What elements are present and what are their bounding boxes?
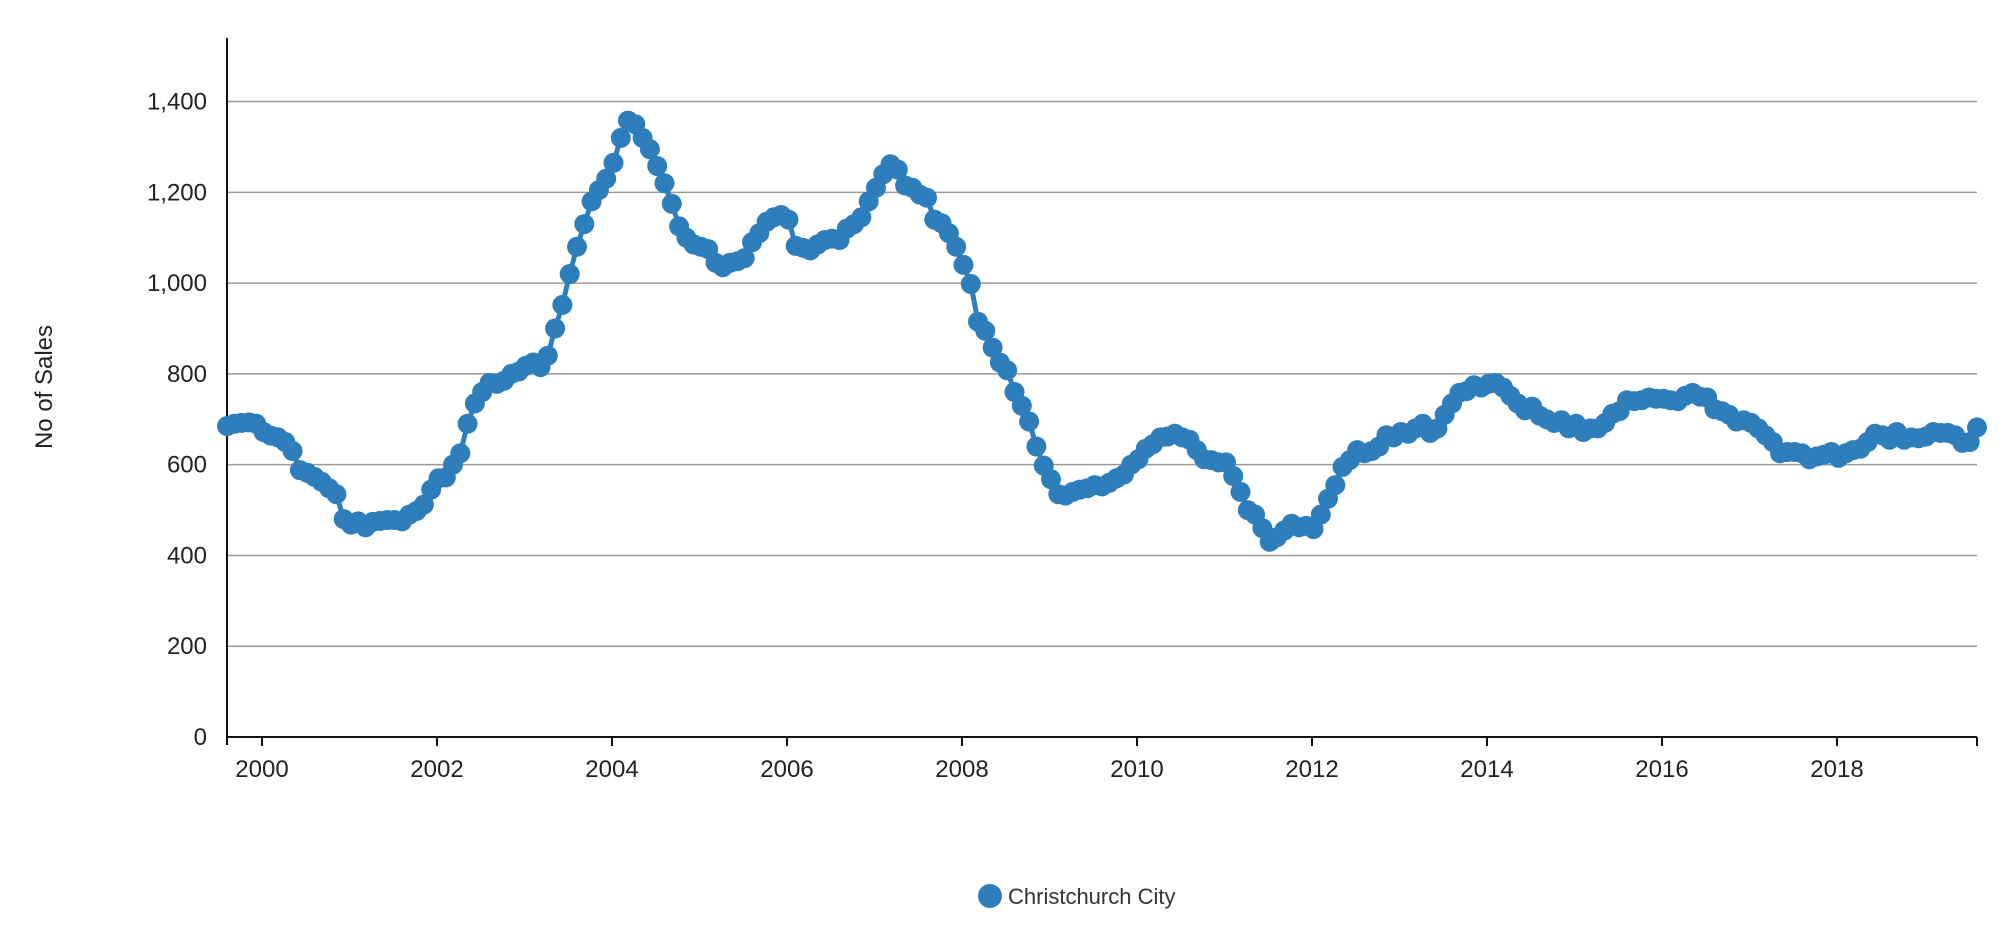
- data-point[interactable]: [654, 173, 675, 194]
- x-tick-label: 2006: [760, 756, 813, 783]
- data-point[interactable]: [1041, 469, 1061, 490]
- data-point[interactable]: [610, 127, 631, 148]
- x-tick-label: 2012: [1285, 756, 1338, 783]
- series-layer: [217, 110, 1987, 552]
- data-point[interactable]: [778, 209, 799, 230]
- data-point[interactable]: [975, 320, 996, 341]
- y-tick-label: 1,200: [147, 179, 207, 206]
- data-point[interactable]: [559, 264, 580, 284]
- data-point[interactable]: [734, 248, 755, 269]
- y-tick-label: 1,000: [147, 270, 207, 297]
- data-point[interactable]: [450, 443, 471, 464]
- data-point[interactable]: [457, 413, 478, 434]
- data-point[interactable]: [1223, 466, 1244, 486]
- x-tick-label: 2018: [1810, 756, 1863, 783]
- y-tick-label: 0: [194, 724, 207, 751]
- data-point[interactable]: [647, 156, 668, 176]
- y-tick-label: 200: [167, 633, 207, 660]
- data-point[interactable]: [851, 207, 872, 228]
- legend[interactable]: Christchurch City: [978, 884, 1175, 909]
- data-point[interactable]: [537, 345, 558, 366]
- data-point[interactable]: [596, 168, 617, 189]
- x-tick-labels: 2000 2002 2004 2006 2008 2010 2012 2014 2016 2018: [235, 737, 1864, 783]
- data-point[interactable]: [1019, 411, 1040, 432]
- x-tick-label: 2008: [935, 756, 988, 783]
- data-point[interactable]: [982, 337, 1003, 358]
- data-point[interactable]: [1026, 436, 1047, 457]
- data-point[interactable]: [1230, 481, 1251, 502]
- data-point[interactable]: [552, 294, 573, 315]
- legend-label: Christchurch City: [1008, 884, 1175, 909]
- y-tick-label: 400: [167, 542, 207, 569]
- y-tick-label: 600: [167, 452, 207, 479]
- data-point[interactable]: [960, 274, 981, 294]
- x-tick-label: 2002: [410, 756, 463, 783]
- x-tick-label: 2004: [585, 756, 638, 783]
- data-point[interactable]: [946, 236, 967, 257]
- data-point[interactable]: [1967, 417, 1987, 438]
- data-point[interactable]: [413, 494, 434, 515]
- y-tick-label: 800: [167, 361, 207, 388]
- data-point[interactable]: [545, 318, 566, 339]
- axes: [226, 38, 1978, 746]
- data-point[interactable]: [1325, 475, 1346, 496]
- data-point[interactable]: [603, 152, 624, 173]
- x-tick-label: 2010: [1110, 756, 1163, 783]
- data-point[interactable]: [1310, 504, 1331, 525]
- legend-marker: [978, 884, 1002, 908]
- y-axis-title: No of Sales: [31, 325, 58, 449]
- data-point[interactable]: [997, 360, 1018, 381]
- data-point[interactable]: [887, 159, 908, 180]
- y-tick-labels: 0 200 400 600 800 1,000 1,200 1,400: [147, 89, 207, 751]
- data-point[interactable]: [953, 254, 974, 275]
- data-point[interactable]: [1011, 395, 1032, 416]
- x-tick-label: 2000: [235, 756, 288, 783]
- data-point[interactable]: [574, 214, 595, 235]
- data-point[interactable]: [639, 139, 660, 160]
- y-tick-label: 1,400: [147, 89, 207, 116]
- data-point[interactable]: [326, 484, 347, 505]
- data-point[interactable]: [661, 193, 682, 214]
- x-tick-label: 2014: [1460, 756, 1513, 783]
- data-point[interactable]: [917, 187, 937, 208]
- data-point[interactable]: [567, 236, 587, 257]
- data-point[interactable]: [282, 441, 303, 461]
- x-tick-label: 2016: [1635, 756, 1688, 783]
